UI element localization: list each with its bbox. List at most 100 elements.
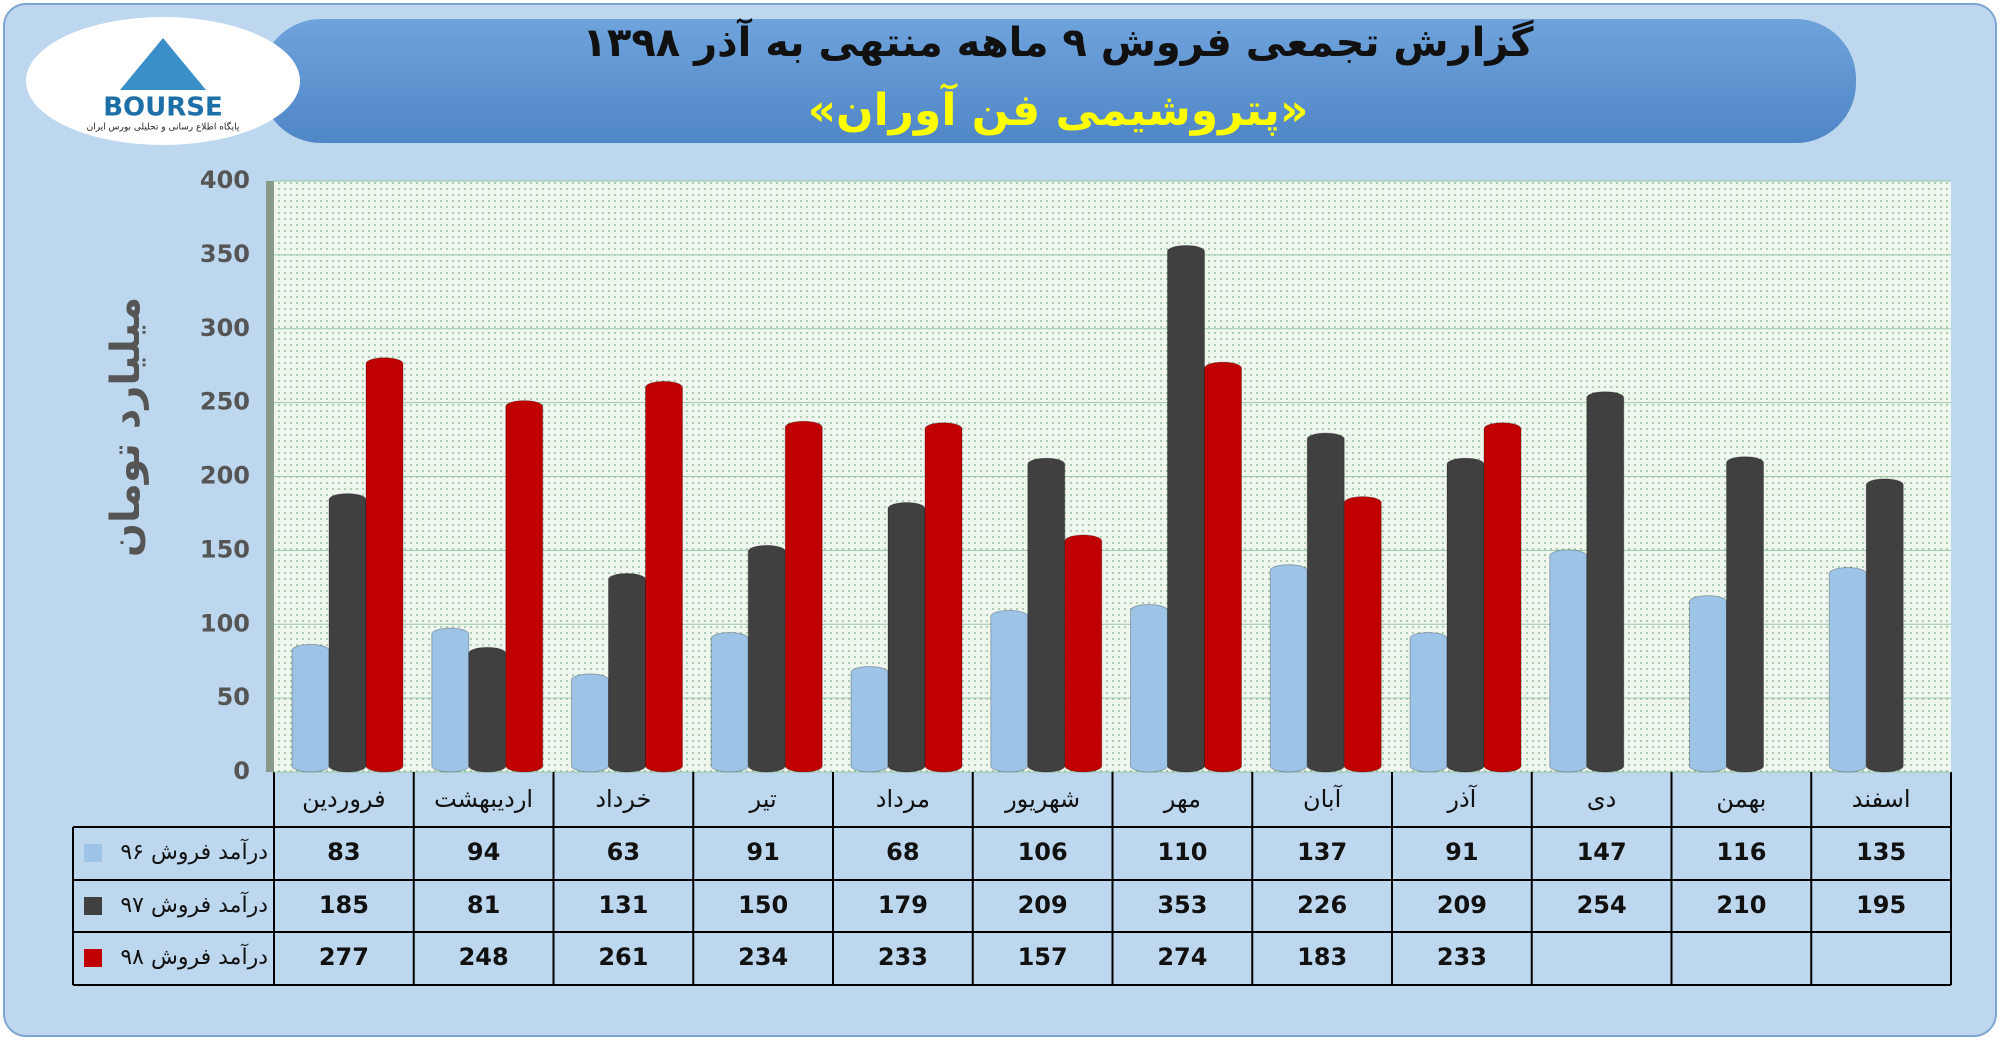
table-value: 234 (738, 943, 788, 971)
bar (1586, 391, 1625, 773)
bar (328, 493, 367, 773)
bar (784, 420, 823, 773)
bar (887, 502, 926, 773)
legend-swatch (84, 897, 102, 915)
logo-name: BOURSE (103, 93, 223, 123)
y-tick-label: 250 (200, 388, 250, 416)
table-value: 233 (1437, 943, 1487, 971)
x-tick-label: بهمن (1716, 785, 1766, 813)
table-value: 254 (1577, 891, 1627, 919)
table-value: 91 (1445, 838, 1478, 866)
bar (1828, 567, 1867, 773)
table-value: 248 (459, 943, 509, 971)
table-value: 261 (598, 943, 648, 971)
table-value: 233 (878, 943, 928, 971)
legend-label: درآمد فروش ۹۶ (120, 838, 268, 865)
bar (608, 572, 646, 773)
y-axis-wall (266, 181, 274, 772)
x-tick-label: مرداد (876, 785, 930, 813)
x-tick-label: آبان (1303, 784, 1343, 813)
bar (431, 627, 470, 773)
x-tick-label: مهر (1163, 785, 1201, 813)
table-value: 106 (1018, 838, 1068, 866)
table-value: 137 (1297, 838, 1347, 866)
chart-subtitle: «پتروشیمی فن آوران» (808, 82, 1309, 136)
table-value: 209 (1018, 891, 1068, 919)
table-value: 179 (878, 891, 928, 919)
y-tick-label: 100 (200, 609, 250, 637)
x-tick-label: فروردین (302, 785, 386, 813)
bar (1343, 496, 1382, 773)
table-value: 183 (1297, 943, 1347, 971)
x-tick-label: خرداد (595, 785, 651, 813)
table-value: 135 (1856, 838, 1906, 866)
bar (1483, 422, 1522, 773)
bar (1167, 244, 1205, 773)
bar (1269, 564, 1308, 773)
table-grid (72, 772, 1952, 986)
title-banner (261, 19, 1856, 143)
table-value: 226 (1297, 891, 1347, 919)
bar (924, 422, 963, 773)
x-tick-label: اردیبهشت (434, 785, 533, 813)
y-tick-label: 400 (200, 166, 250, 194)
table-value: 277 (319, 943, 369, 971)
table-value: 91 (746, 838, 779, 866)
bar (1306, 432, 1345, 773)
x-tick-label: تیر (749, 785, 777, 813)
bar (850, 666, 889, 773)
bar (1064, 534, 1103, 773)
table-value: 353 (1157, 891, 1207, 919)
bar (1446, 457, 1485, 773)
bar (1549, 549, 1588, 773)
bar (1027, 457, 1066, 773)
bar (990, 609, 1029, 773)
bar (1865, 478, 1904, 773)
table-value: 195 (1856, 891, 1906, 919)
y-tick-label: 200 (200, 462, 250, 490)
bar (571, 673, 609, 773)
bar (710, 632, 749, 773)
table-value: 81 (467, 891, 500, 919)
y-tick-label: 300 (200, 314, 250, 342)
bar (1204, 361, 1242, 773)
table-value: 185 (319, 891, 369, 919)
table-value: 94 (467, 838, 500, 866)
x-tick-label: اسفند (1852, 785, 1911, 813)
legend-label: درآمد فروش ۹۸ (120, 943, 268, 970)
table-value: 68 (886, 838, 919, 866)
bar (291, 643, 330, 773)
y-tick-label: 0 (233, 757, 250, 785)
logo-icon (120, 38, 206, 90)
bar (645, 380, 683, 773)
table-value: 116 (1716, 838, 1766, 866)
table-value: 210 (1716, 891, 1766, 919)
bar (747, 544, 786, 773)
y-tick-label: 50 (217, 683, 250, 711)
table-value: 157 (1018, 943, 1068, 971)
bar (505, 400, 544, 773)
table-value: 150 (738, 891, 788, 919)
y-tick-label: 150 (200, 535, 250, 563)
bar (1726, 456, 1764, 773)
chart-title: گزارش تجمعی فروش ۹ ماهه منتهی به آذر ۱۳۹… (582, 17, 1534, 66)
table-value: 274 (1157, 943, 1207, 971)
table-value: 131 (598, 891, 648, 919)
x-tick-label: آذر (1446, 784, 1477, 813)
bar (1130, 603, 1168, 773)
logo-caption: پایگاه اطلاع رسانی و تحلیلی بورس ایران (87, 121, 240, 133)
bar (365, 357, 404, 773)
bar (1409, 632, 1448, 773)
table-value: 83 (327, 838, 360, 866)
bar (1689, 595, 1727, 773)
y-tick-label: 350 (200, 240, 250, 268)
legend-label: درآمد فروش ۹۷ (120, 891, 268, 918)
table-value: 63 (607, 838, 640, 866)
table-value: 110 (1157, 838, 1207, 866)
legend-swatch (84, 844, 102, 862)
x-tick-label: شهریور (1004, 785, 1080, 813)
bar (468, 646, 507, 773)
legend-swatch (84, 949, 102, 967)
table-value: 147 (1577, 838, 1627, 866)
